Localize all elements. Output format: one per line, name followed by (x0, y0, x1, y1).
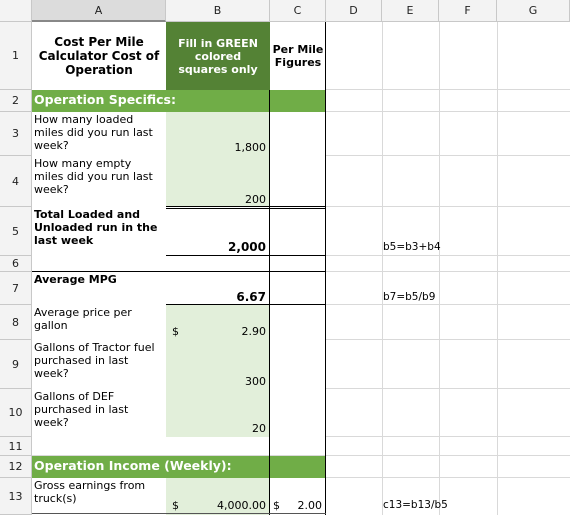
row-header-2[interactable]: 2 (0, 90, 32, 112)
row-header-6[interactable]: 6 (0, 256, 32, 272)
formula-note-b5: b5=b3+b4 (383, 241, 441, 253)
gross-earnings-label: Gross earnings from truck(s) (34, 479, 146, 505)
row-header-13[interactable]: 13 (0, 478, 32, 515)
currency-symbol: $ (172, 499, 179, 512)
border-line (32, 513, 326, 514)
border-line (325, 22, 326, 515)
row-header-12[interactable]: 12 (0, 456, 32, 478)
gridline (326, 455, 570, 456)
gross-per-mile-value: 2.00 (297, 499, 323, 512)
gridline (326, 477, 570, 478)
empty-miles-input[interactable]: 200 (166, 156, 270, 207)
total-miles-label: Total Loaded and Unloaded run in the las… (34, 208, 158, 247)
formula-note-c13: c13=b13/b5 (382, 478, 502, 515)
loaded-miles-input[interactable]: 1,800 (166, 112, 270, 156)
tractor-fuel-label: Gallons of Tractor fuel purchased in las… (34, 341, 155, 380)
row-header-1[interactable]: 1 (0, 22, 32, 90)
tractor-fuel-value: 300 (245, 375, 266, 388)
gridline (326, 206, 570, 207)
column-header-e[interactable]: E (382, 0, 439, 22)
currency-symbol: $ (273, 499, 280, 512)
section-operation-income: Operation Income (Weekly): (32, 456, 326, 478)
average-mpg-label: Average MPG (34, 273, 117, 286)
gridline (326, 255, 570, 256)
border-line (32, 271, 326, 272)
gridline (382, 22, 383, 515)
price-per-gallon-input[interactable]: $ 2.90 (166, 305, 270, 340)
border-line (269, 90, 270, 515)
row-header-4[interactable]: 4 (0, 156, 32, 207)
formula-note-c13-text: c13=b13/b5 (383, 499, 448, 511)
gross-earnings-input[interactable]: $ 4,000.00 (166, 478, 270, 515)
loaded-miles-value: 1,800 (234, 141, 267, 154)
def-gallons-value: 20 (252, 422, 266, 435)
row-header-10[interactable]: 10 (0, 389, 32, 437)
tractor-fuel-input[interactable]: 300 (166, 340, 270, 389)
average-mpg-value: 6.67 (236, 290, 266, 304)
column-header-g[interactable]: G (497, 0, 570, 22)
total-miles-value: 2,000 (228, 240, 266, 254)
border-line (166, 206, 326, 207)
gridline (439, 22, 440, 515)
column-header-c[interactable]: C (270, 0, 326, 22)
column-header-b[interactable]: B (166, 0, 270, 22)
gridline (32, 455, 326, 456)
gross-per-mile-cell[interactable]: $ 2.00 (270, 478, 326, 515)
gridline (497, 22, 498, 515)
loaded-miles-label: How many loaded miles did you run last w… (34, 113, 153, 152)
column-header-a[interactable]: A (32, 0, 166, 22)
price-per-gallon-label: Average price per gallon (34, 306, 132, 332)
currency-symbol: $ (172, 325, 179, 338)
total-miles-cell[interactable]: 2,000 (166, 207, 270, 256)
border-line (166, 255, 326, 256)
gridline (326, 89, 570, 90)
gridline (326, 111, 570, 112)
row-header-11[interactable]: 11 (0, 437, 32, 456)
row-header-7[interactable]: 7 (0, 272, 32, 305)
row-header-8[interactable]: 8 (0, 305, 32, 340)
empty-miles-label: How many empty miles did you run last we… (34, 157, 153, 196)
gridline (326, 436, 570, 437)
select-all-corner[interactable] (0, 0, 32, 22)
border-line (166, 304, 326, 305)
section-operation-specifics: Operation Specifics: (32, 90, 326, 112)
per-mile-header: Per Mile Figures (272, 43, 324, 69)
gridline (326, 339, 570, 340)
border-line (166, 208, 326, 209)
formula-note-b7: b7=b5/b9 (383, 291, 436, 303)
row-header-3[interactable]: 3 (0, 112, 32, 156)
row-header-5[interactable]: 5 (0, 207, 32, 256)
def-gallons-label: Gallons of DEF purchased in last week? (34, 390, 129, 429)
calculator-title: Cost Per Mile Calculator Cost of Operati… (38, 35, 160, 77)
gridline (326, 304, 570, 305)
gridline (326, 388, 570, 389)
row-header-9[interactable]: 9 (0, 340, 32, 389)
empty-miles-value: 200 (245, 193, 266, 206)
def-gallons-input[interactable]: 20 (166, 389, 270, 437)
column-header-d[interactable]: D (326, 0, 382, 22)
fill-green-note: Fill in GREEN colored squares only (166, 22, 270, 90)
gridline (326, 155, 570, 156)
average-mpg-cell[interactable]: 6.67 (166, 272, 270, 305)
gross-earnings-value: 4,000.00 (217, 499, 266, 512)
column-header-f[interactable]: F (439, 0, 497, 22)
gridline (326, 271, 570, 272)
price-per-gallon-value: 2.90 (241, 325, 267, 338)
